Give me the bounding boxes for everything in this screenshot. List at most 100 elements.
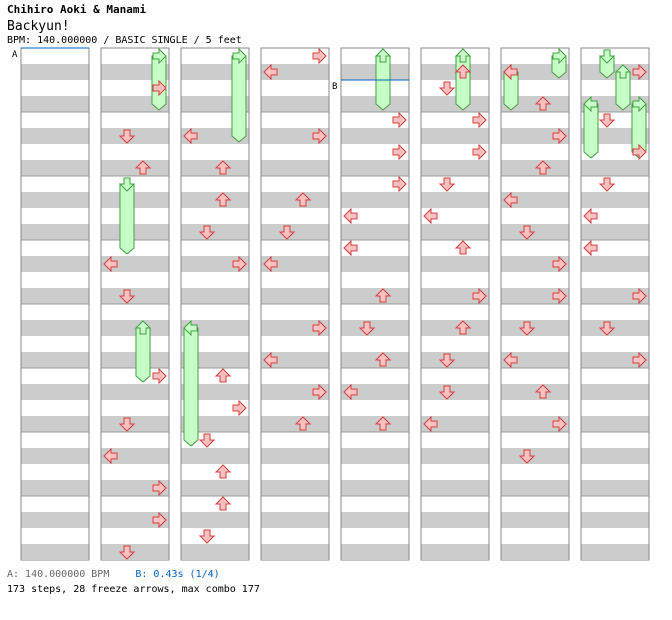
beat-stripe [21, 128, 89, 144]
beat-stripe [581, 160, 649, 176]
arrow-down-icon [518, 225, 536, 240]
arrow-up-icon [374, 416, 392, 431]
arrow-down-icon [598, 321, 616, 336]
beat-stripe [21, 480, 89, 496]
beat-stripe [581, 192, 649, 208]
arrow-up-icon [454, 320, 472, 335]
beat-stripe [501, 480, 569, 496]
arrow-right-icon [552, 287, 567, 305]
arrow-right-icon [312, 47, 327, 65]
arrow-down-icon [118, 545, 136, 560]
beat-stripe [501, 416, 569, 432]
arrow-right-icon [152, 79, 167, 97]
beat-stripe [261, 384, 329, 400]
beat-stripe [341, 64, 409, 80]
arrow-down-icon [198, 225, 216, 240]
beat-stripe [21, 96, 89, 112]
beat-stripe [341, 288, 409, 304]
arrow-right-icon [152, 511, 167, 529]
chart-stats: 173 steps, 28 freeze arrows, max combo 1… [7, 584, 260, 595]
arrow-down-icon [438, 81, 456, 96]
arrow-down-icon [358, 321, 376, 336]
arrow-down-icon [118, 177, 136, 192]
arrow-right-icon [632, 351, 647, 369]
arrow-up-icon [454, 64, 472, 79]
beat-stripe [261, 448, 329, 464]
arrow-up-icon [294, 416, 312, 431]
beat-stripe [581, 320, 649, 336]
arrow-down-icon [438, 385, 456, 400]
beat-stripe [101, 288, 169, 304]
beat-stripe [501, 192, 569, 208]
arrow-right-icon [312, 383, 327, 401]
beat-stripe [501, 224, 569, 240]
arrow-left-icon [503, 63, 518, 81]
beat-stripe [581, 416, 649, 432]
beat-stripe [581, 480, 649, 496]
beat-stripe [101, 544, 169, 560]
arrow-right-icon [632, 63, 647, 81]
freeze-arrow-body [183, 327, 199, 447]
beat-stripe [21, 416, 89, 432]
beat-stripe [21, 256, 89, 272]
beat-stripe [21, 288, 89, 304]
chart-info: BPM: 140.000000 / BASIC SINGLE / 5 feet [7, 35, 242, 46]
arrow-down-icon [598, 49, 616, 64]
arrow-up-icon [134, 160, 152, 175]
bpm-legend: A: 140.000000 BPM B: 0.43s (1/4) [7, 569, 220, 580]
arrow-left-icon [263, 351, 278, 369]
arrow-left-icon [583, 95, 598, 113]
arrow-up-icon [214, 192, 232, 207]
arrow-left-icon [263, 255, 278, 273]
beat-stripe [261, 160, 329, 176]
arrow-down-icon [118, 129, 136, 144]
beat-stripe [341, 448, 409, 464]
beat-stripe [261, 416, 329, 432]
arrow-left-icon [183, 127, 198, 145]
beat-stripe [341, 320, 409, 336]
beat-stripe [21, 224, 89, 240]
beat-stripe [341, 512, 409, 528]
arrow-down-icon [598, 177, 616, 192]
arrow-right-icon [632, 95, 647, 113]
beat-stripe [341, 224, 409, 240]
arrow-right-icon [472, 111, 487, 129]
beat-stripe [181, 448, 249, 464]
arrow-right-icon [472, 287, 487, 305]
beat-stripe [101, 512, 169, 528]
beat-stripe [101, 320, 169, 336]
beat-stripe [341, 416, 409, 432]
arrow-up-icon [134, 320, 152, 335]
beat-stripe [341, 160, 409, 176]
beat-stripe [341, 352, 409, 368]
beat-stripe [501, 384, 569, 400]
freeze-arrow-body [583, 103, 599, 159]
beat-stripe [21, 64, 89, 80]
beat-stripe [421, 512, 489, 528]
beat-stripe [421, 448, 489, 464]
arrow-down-icon [438, 353, 456, 368]
bpm-marker-label: A [12, 50, 18, 60]
arrow-left-icon [423, 415, 438, 433]
beat-stripe [421, 384, 489, 400]
beat-stripe [21, 192, 89, 208]
freeze-arrow-body [119, 183, 135, 255]
arrow-up-icon [214, 160, 232, 175]
arrow-right-icon [632, 143, 647, 161]
arrow-left-icon [183, 319, 198, 337]
beat-stripe [421, 480, 489, 496]
beat-stripe [261, 64, 329, 80]
beat-stripe [501, 288, 569, 304]
arrow-left-icon [103, 447, 118, 465]
beat-stripe [501, 544, 569, 560]
arrow-up-icon [374, 48, 392, 63]
beat-stripe [21, 544, 89, 560]
beat-stripe [341, 384, 409, 400]
beat-stripe [181, 224, 249, 240]
arrow-up-icon [214, 368, 232, 383]
beat-stripe [501, 448, 569, 464]
song-title: Backyun! [7, 19, 70, 34]
arrow-up-icon [374, 352, 392, 367]
beat-stripe [421, 544, 489, 560]
